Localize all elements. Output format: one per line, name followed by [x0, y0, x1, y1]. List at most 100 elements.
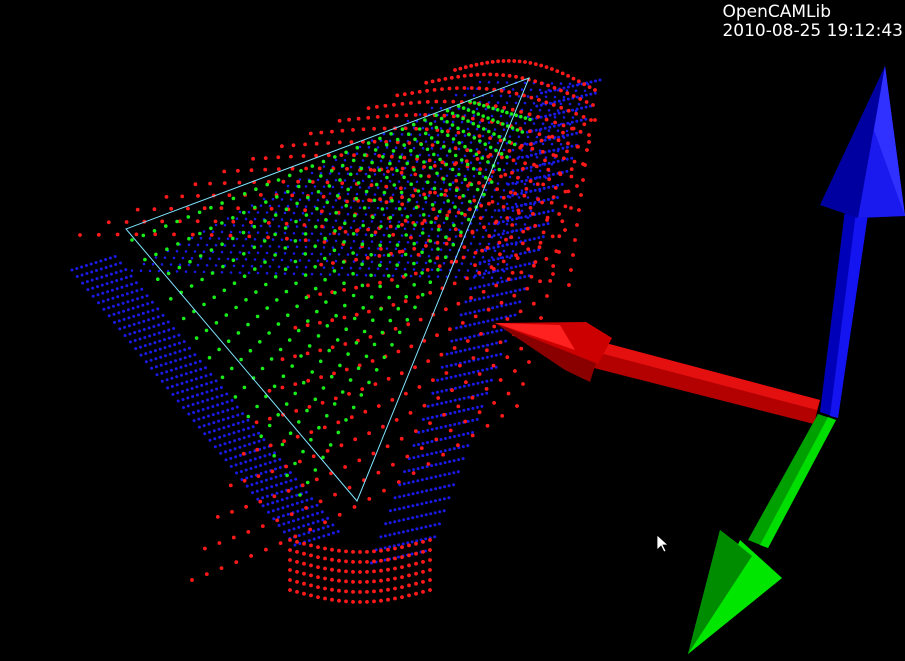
contour-point	[424, 80, 429, 85]
on-triangle-point	[439, 192, 444, 197]
contour-point	[295, 590, 299, 594]
offset-point	[91, 286, 95, 290]
offset-point	[411, 492, 415, 496]
on-triangle-point	[369, 233, 374, 238]
contour-point	[477, 181, 481, 185]
offset-point	[245, 484, 249, 488]
offset-point	[238, 251, 242, 254]
offset-point	[514, 121, 518, 125]
offset-point	[467, 383, 471, 387]
contour-point	[456, 404, 461, 409]
on-triangle-point	[242, 210, 246, 215]
offset-point	[120, 277, 123, 281]
on-triangle-point	[342, 240, 346, 244]
contour-point	[418, 317, 423, 322]
offset-point	[439, 106, 443, 110]
offset-point	[565, 145, 569, 149]
contour-point	[505, 216, 510, 220]
offset-point	[225, 400, 229, 404]
offset-point	[125, 292, 129, 296]
offset-point	[481, 344, 485, 348]
on-triangle-point	[224, 313, 229, 317]
offset-point	[373, 253, 377, 257]
offset-point	[505, 243, 509, 246]
on-triangle-point	[194, 336, 199, 340]
contour-point	[280, 144, 284, 149]
offset-point	[100, 275, 104, 279]
offset-point	[523, 101, 527, 105]
offset-point	[453, 435, 456, 438]
offset-point	[424, 513, 428, 517]
offset-point	[553, 115, 557, 119]
contour-point	[539, 138, 544, 143]
contour-point	[329, 471, 333, 476]
contour-point	[566, 74, 570, 78]
offset-point	[215, 395, 219, 399]
contour-point	[537, 245, 542, 250]
offset-point	[244, 217, 248, 221]
offset-point	[418, 133, 422, 136]
offset-point	[420, 478, 424, 482]
on-triangle-point	[496, 120, 500, 124]
offset-point	[431, 403, 435, 407]
contour-point	[354, 312, 359, 317]
offset-point	[206, 398, 209, 402]
offset-point	[566, 133, 570, 137]
offset-point	[493, 168, 497, 172]
offset-point	[442, 497, 446, 501]
on-triangle-point	[262, 239, 267, 243]
on-triangle-point	[519, 114, 523, 119]
contour-point	[309, 553, 313, 558]
offset-point	[131, 306, 135, 310]
offset-point	[280, 490, 284, 494]
offset-point	[268, 224, 272, 228]
offset-point	[248, 442, 251, 446]
offset-point	[110, 280, 114, 284]
contour-point	[400, 166, 405, 171]
offset-point	[262, 438, 266, 442]
contour-point	[293, 534, 298, 539]
contour-point	[521, 166, 525, 171]
contour-point	[384, 184, 389, 189]
offset-point	[475, 405, 479, 409]
offset-point	[461, 457, 465, 461]
contour-point	[320, 400, 325, 405]
contour-point	[344, 589, 348, 594]
offset-point	[557, 123, 561, 127]
offset-point	[495, 341, 499, 345]
offset-point	[557, 135, 561, 139]
offset-point	[276, 507, 280, 511]
offset-point	[538, 88, 542, 92]
contour-point	[407, 141, 412, 145]
offset-point	[515, 205, 519, 208]
offset-point	[175, 383, 179, 387]
offset-point	[398, 495, 402, 499]
on-triangle-point	[414, 205, 419, 210]
contour-point	[300, 483, 305, 488]
offset-point	[209, 372, 213, 376]
on-triangle-point	[489, 180, 494, 184]
offset-point	[425, 489, 429, 493]
offset-point	[472, 174, 476, 178]
contour-point	[404, 391, 408, 396]
contour-point	[386, 547, 390, 552]
offset-point	[400, 213, 404, 217]
contour-point	[514, 253, 518, 258]
contour-point	[551, 153, 556, 157]
on-triangle-point	[165, 247, 169, 251]
offset-point	[556, 109, 560, 112]
on-triangle-point	[505, 110, 509, 115]
on-triangle-point	[207, 355, 212, 360]
on-triangle-point	[405, 318, 410, 322]
offset-point	[307, 539, 311, 542]
contour-point	[566, 141, 570, 146]
offset-point	[213, 445, 217, 449]
offset-point	[425, 465, 429, 469]
offset-point	[490, 366, 494, 370]
on-triangle-point	[420, 271, 424, 275]
contour-point	[560, 71, 565, 76]
on-triangle-point	[259, 434, 264, 439]
offset-point	[361, 199, 365, 203]
contour-point	[413, 365, 417, 370]
